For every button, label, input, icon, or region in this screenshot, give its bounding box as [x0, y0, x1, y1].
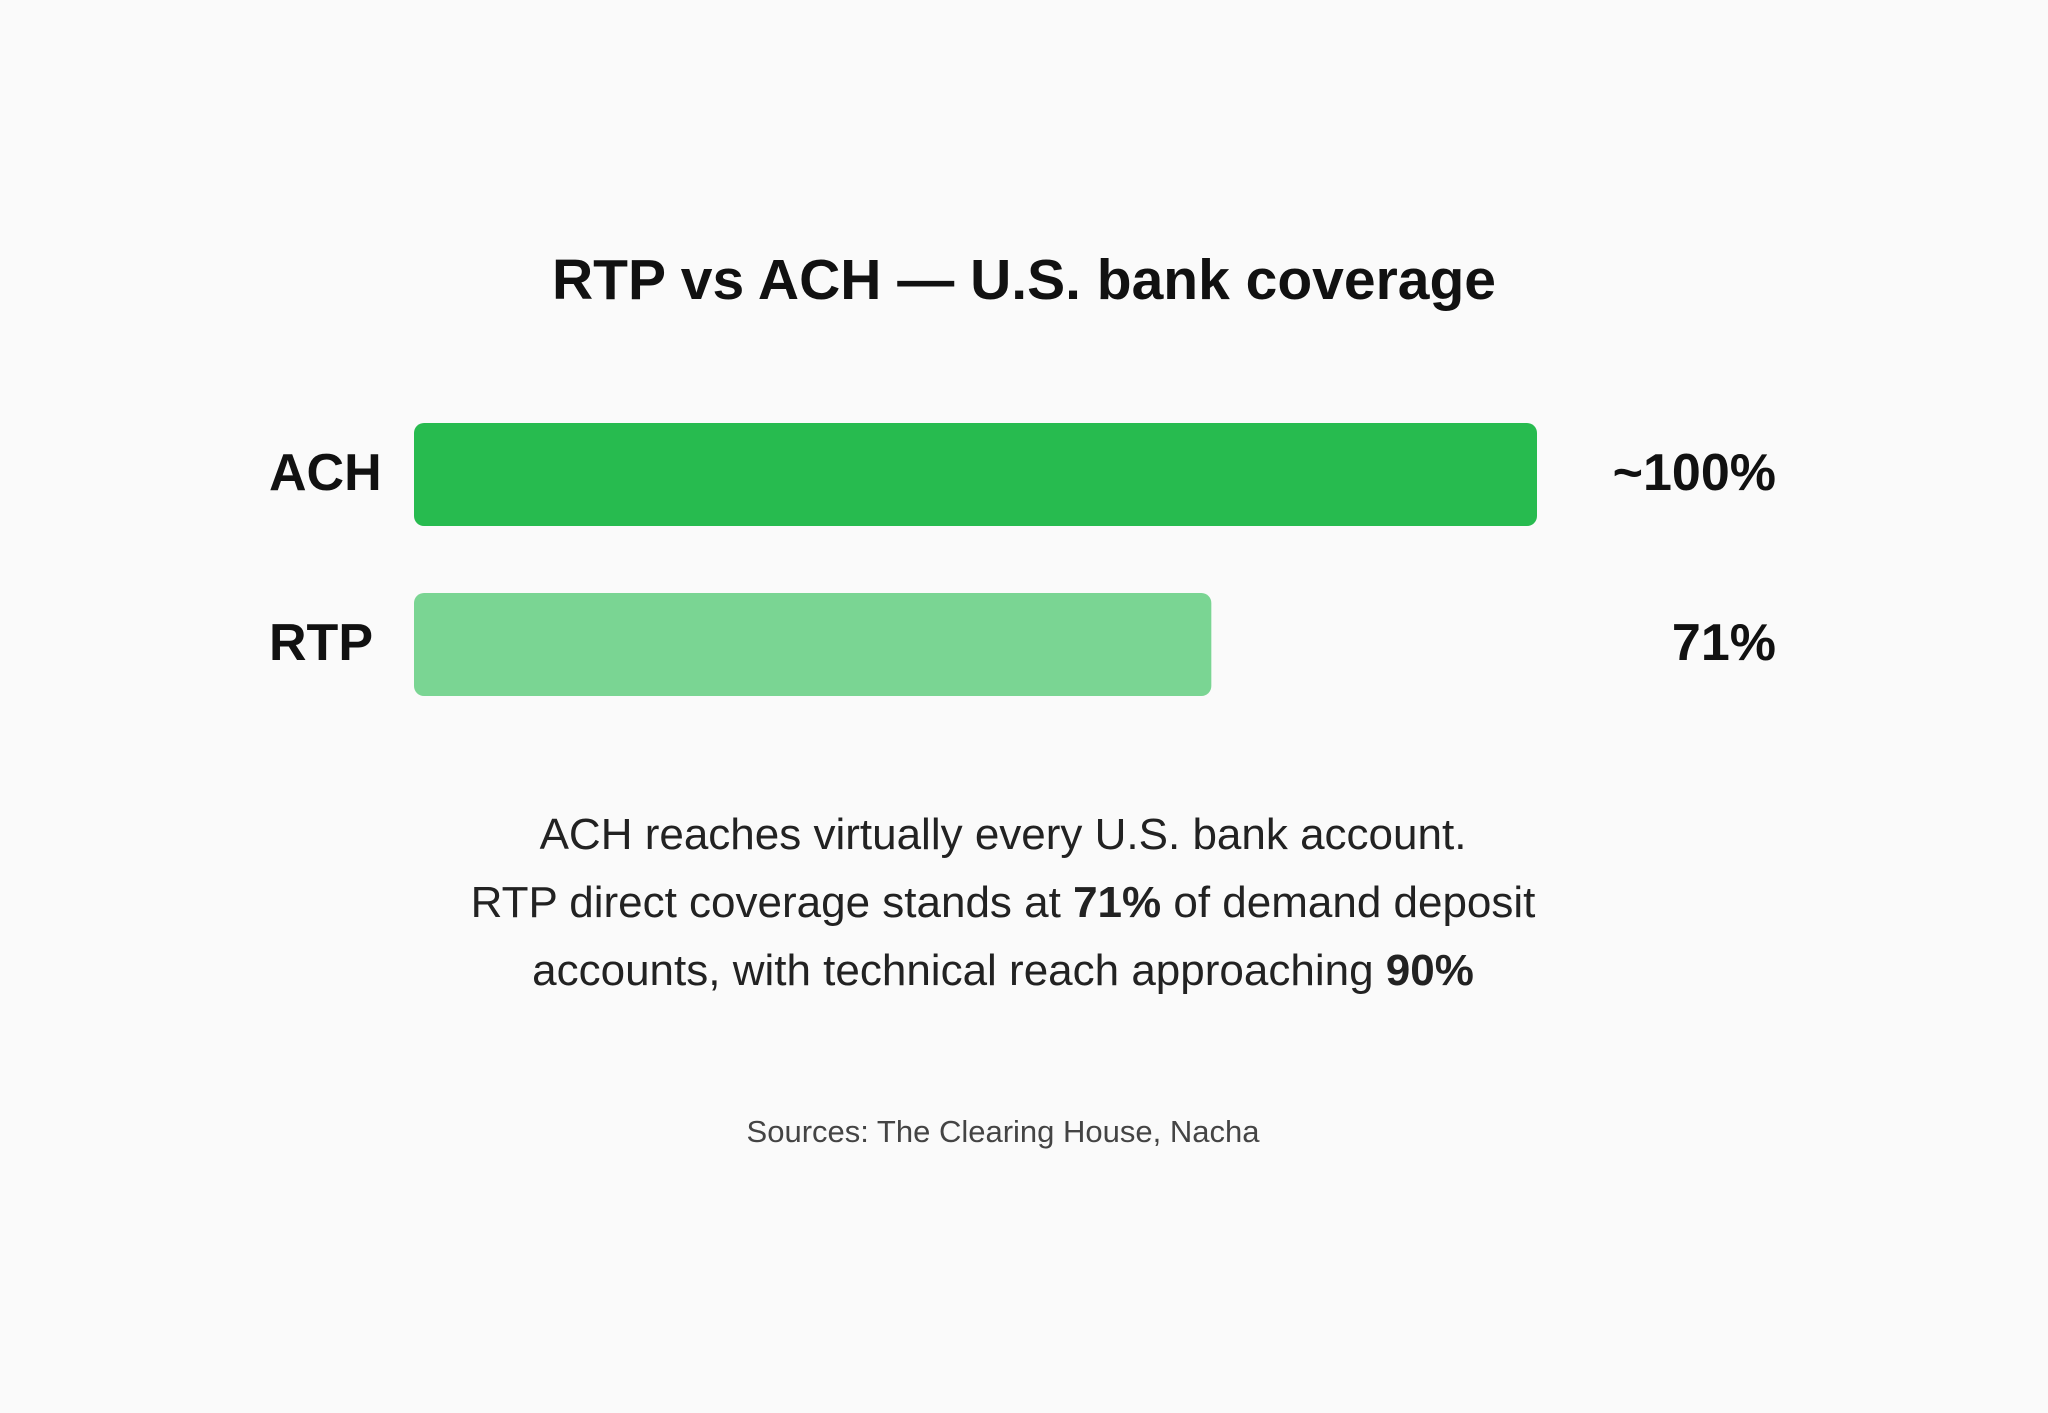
category-label: RTP [269, 614, 373, 672]
bar [414, 593, 1212, 696]
note-text: ACH reaches virtually every U.S. bank ac… [540, 810, 1467, 859]
note-text: of demand deposit [1161, 878, 1535, 927]
note-text: 90% [1386, 946, 1474, 995]
note-line: RTP direct coverage stands at 71% of dem… [471, 878, 1536, 927]
source: Sources: The Clearing House, Nacha [747, 1114, 1261, 1149]
note-text: 71% [1073, 878, 1161, 927]
value-label: ~100% [1613, 444, 1776, 502]
value-label: 71% [1672, 614, 1776, 672]
category-label: ACH [269, 444, 382, 502]
note-text: accounts, with technical reach approachi… [532, 946, 1386, 995]
note-line: accounts, with technical reach approachi… [532, 946, 1474, 995]
note-line: ACH reaches virtually every U.S. bank ac… [540, 810, 1467, 859]
bar [414, 423, 1537, 526]
chart-title: RTP vs ACH — U.S. bank coverage [552, 248, 1496, 312]
note-text: RTP direct coverage stands at [471, 878, 1073, 927]
